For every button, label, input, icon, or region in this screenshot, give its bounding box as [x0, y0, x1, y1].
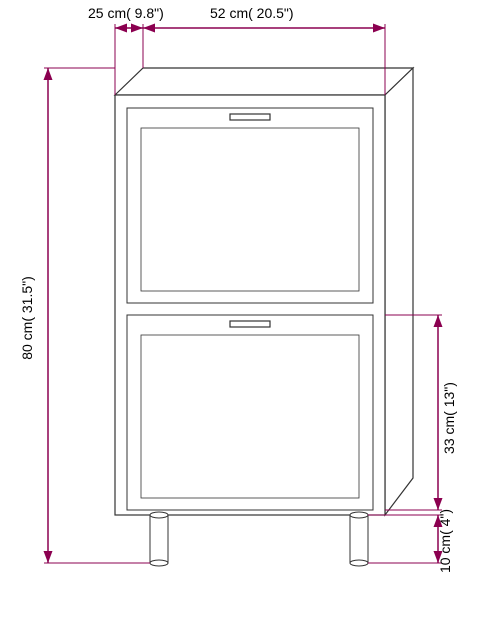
dim-label-door-height: 33 cm( 13") — [441, 382, 457, 454]
dimension-diagram — [0, 0, 500, 641]
dim-label-leg-height: 10 cm( 4") — [437, 509, 453, 573]
dim-label-height: 80 cm( 31.5") — [19, 276, 35, 360]
dim-label-depth: 25 cm( 9.8") — [88, 5, 164, 21]
dim-label-width: 52 cm( 20.5") — [210, 5, 294, 21]
